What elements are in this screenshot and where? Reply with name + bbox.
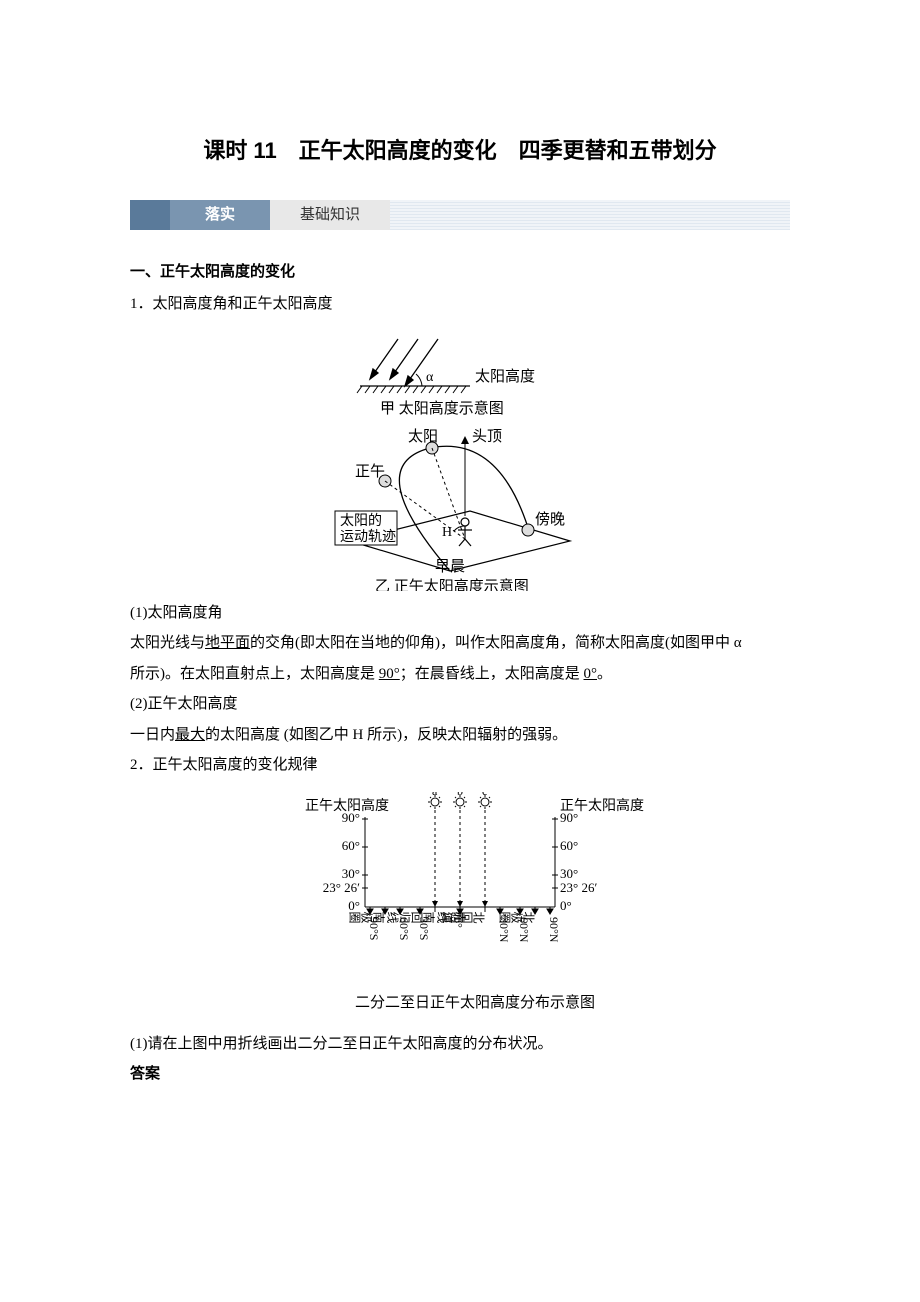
fig2-x-spc: 南极圈: [348, 910, 386, 924]
fig2-x-npc: 北极圈: [498, 910, 535, 924]
fig1-alpha: α: [426, 370, 434, 385]
p1-b: 太阳光线与地平面的交角(即太阳在当地的仰角)，叫作太阳高度角，简称太阳高度(如图…: [130, 629, 790, 658]
p1c-post: 。: [597, 666, 612, 682]
fig1-h: H: [442, 525, 452, 540]
section-1-sub2: 2．正午太阳高度的变化规律: [130, 751, 790, 780]
section-1-heading: 一、正午太阳高度的变化: [130, 258, 790, 287]
fig2-caption: 二分二至日正午太阳高度分布示意图: [355, 993, 595, 1011]
fig2-l60: 60°: [342, 838, 360, 853]
fig1-evening: 傍晚: [535, 511, 565, 528]
fig2-x-trs: 南回归线: [387, 910, 436, 924]
p2b-u1: 最大: [175, 727, 205, 743]
fig2-r30: 30°: [560, 866, 578, 881]
p2b-post: 的太阳高度 (如图乙中 H 所示)，反映太阳辐射的强弱。: [205, 727, 567, 743]
banner-right-label: 基础知识: [270, 200, 390, 230]
figure-1: α 太阳高度 甲 太阳高度示意图 H 太阳 头顶 正午: [130, 331, 790, 591]
answer-label: 答案: [130, 1060, 790, 1089]
p1-a: (1)太阳高度角: [130, 599, 790, 628]
p1c-pre: 所示)。在太阳直射点上，太阳高度是: [130, 666, 379, 682]
fig1-noon: 正午: [355, 463, 385, 480]
p1c-mid: ；在晨昏线上，太阳高度是: [400, 666, 584, 682]
p2-b: 一日内最大的太阳高度 (如图乙中 H 所示)，反映太阳辐射的强弱。: [130, 721, 790, 750]
fig2-x-90n: 90°N: [547, 917, 561, 943]
fig2-c: c: [482, 792, 487, 798]
fig1-track2: 运动轨迹: [340, 529, 396, 545]
fig1-morning: 早晨: [435, 558, 465, 575]
fig2-b: b: [457, 792, 463, 798]
p2-a: (2)正午太阳高度: [130, 690, 790, 719]
fig1-caption-b: 乙 正午太阳高度示意图: [375, 577, 529, 591]
p2b-pre: 一日内: [130, 727, 175, 743]
fig2-r0: 0°: [560, 898, 572, 913]
banner-fill: [390, 200, 790, 230]
p1b-mid: 的交角(即太阳在当地的仰角)，叫作太阳高度角，简称太阳高度(如图甲中 α: [250, 635, 742, 651]
p1b-pre: 太阳光线与: [130, 635, 205, 651]
fig2-l30: 30°: [342, 866, 360, 881]
fig2-r23: 23° 26′: [560, 880, 597, 895]
fig2-a: a: [432, 792, 438, 798]
fig1-label-altitude: 太阳高度: [475, 368, 535, 385]
fig2-l90: 90°: [342, 810, 360, 825]
banner-mid-label: 落实: [170, 200, 270, 230]
figure-2: 正午太阳高度 正午太阳高度 90° 60° 30° 23° 26′ 0° 90°…: [130, 792, 790, 1022]
page-title: 课时 11 正午太阳高度的变化 四季更替和五带划分: [130, 130, 790, 172]
fig2-l23: 23° 26′: [323, 880, 360, 895]
fig1-top: 头顶: [472, 428, 502, 445]
fig1-sun: 太阳: [408, 428, 438, 445]
p1c-u1: 90°: [379, 666, 400, 682]
fig2-r90: 90°: [560, 810, 578, 825]
section-banner: 落实 基础知识: [130, 200, 790, 230]
fig2-x-trn: 北回归线: [437, 910, 485, 924]
fig1-caption-a: 甲 太阳高度示意图: [380, 399, 504, 417]
fig1-track1: 太阳的: [340, 513, 382, 529]
fig2-r60: 60°: [560, 838, 578, 853]
p1-c: 所示)。在太阳直射点上，太阳高度是 90°；在晨昏线上，太阳高度是 0°。: [130, 660, 790, 689]
q1: (1)请在上图中用折线画出二分二至日正午太阳高度的分布状况。: [130, 1030, 790, 1059]
section-1-sub1: 1．太阳高度角和正午太阳高度: [130, 290, 790, 319]
banner-accent: [130, 200, 170, 230]
p1b-u1: 地平面: [205, 635, 250, 651]
p1c-u2: 0°: [584, 666, 598, 682]
